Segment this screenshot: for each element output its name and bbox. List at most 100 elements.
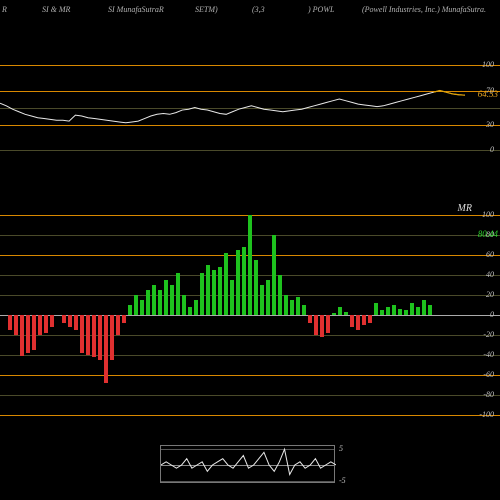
gridline (0, 415, 500, 416)
hdr-6: (Powell Industries, Inc.) MunafaSutra. (362, 5, 486, 14)
mr-bar (368, 315, 372, 323)
si-line-panel: 1007030064.53 (0, 65, 500, 150)
mr-bar (260, 285, 264, 315)
axis-tick-label: 0 (490, 310, 494, 319)
mr-bar (398, 309, 402, 315)
mr-bar-panel: 100806040200-20-40-60-80-100MR80.44 (0, 215, 500, 415)
axis-tick-label: -40 (483, 350, 494, 359)
gridline (0, 395, 500, 396)
mr-bar (362, 315, 366, 325)
mini-line (161, 446, 336, 484)
mr-bar (422, 300, 426, 315)
mr-bar (116, 315, 120, 335)
mr-title: MR (458, 203, 472, 214)
gridline (0, 375, 500, 376)
axis-tick-label: -80 (483, 390, 494, 399)
mr-bar (242, 247, 246, 315)
mini-tick-label: -5 (339, 476, 346, 485)
mr-bar (206, 265, 210, 315)
axis-tick-label: 100 (482, 60, 494, 69)
mr-bar (224, 253, 228, 315)
mr-bar (194, 300, 198, 315)
mr-bar (284, 295, 288, 315)
axis-tick-label: -20 (483, 330, 494, 339)
mr-bar (302, 305, 306, 315)
mr-bar (278, 275, 282, 315)
mr-bar (290, 300, 294, 315)
mr-bar (380, 310, 384, 315)
mr-current-value: 80.44 (478, 229, 498, 239)
mr-bar (32, 315, 36, 350)
mr-bar (314, 315, 318, 335)
mr-bar (410, 303, 414, 315)
mr-bar (296, 297, 300, 315)
mr-bar (374, 303, 378, 315)
mr-bar (428, 305, 432, 315)
mr-bar (404, 310, 408, 315)
si-current-value: 64.53 (478, 89, 498, 99)
axis-tick-label: -60 (483, 370, 494, 379)
mr-bar (188, 307, 192, 315)
mr-bar (68, 315, 72, 327)
axis-tick-label: 100 (482, 210, 494, 219)
mr-bar (236, 250, 240, 315)
mr-bar (344, 312, 348, 315)
mr-bar (38, 315, 42, 335)
mr-bar (20, 315, 24, 356)
axis-tick-label: 0 (490, 145, 494, 154)
mr-bar (386, 307, 390, 315)
gridline (0, 150, 500, 151)
mr-bar (230, 280, 234, 315)
mr-bar (158, 290, 162, 315)
mr-bar (272, 235, 276, 315)
mr-bar (176, 273, 180, 315)
axis-tick-label: 40 (486, 270, 494, 279)
mr-bar (308, 315, 312, 323)
mr-bar (200, 273, 204, 315)
mr-bar (62, 315, 66, 323)
mr-bar (254, 260, 258, 315)
mr-bar (80, 315, 84, 353)
mr-bar (182, 295, 186, 315)
axis-tick-label: -100 (479, 410, 494, 419)
mr-bar (164, 280, 168, 315)
si-line (0, 65, 465, 150)
mr-bar (134, 295, 138, 315)
hdr-1: SI & MR (42, 5, 70, 14)
mini-indicator-panel: 5-5 (160, 445, 335, 483)
mr-bar (152, 285, 156, 315)
mr-bar (50, 315, 54, 327)
hdr-2: SI MunafaSutraR (108, 5, 164, 14)
mr-bar (110, 315, 114, 360)
mr-bar (326, 315, 330, 333)
gridline (0, 335, 500, 336)
mr-bar (218, 267, 222, 315)
gridline (0, 355, 500, 356)
mr-bar (14, 315, 18, 335)
mr-bar (320, 315, 324, 337)
mr-bar (92, 315, 96, 357)
mr-bar (248, 215, 252, 315)
mr-bar (128, 305, 132, 315)
mr-bar (8, 315, 12, 330)
mr-bar (86, 315, 90, 355)
hdr-4: (3,3 (252, 5, 265, 14)
mr-bar (266, 280, 270, 315)
mr-bar (416, 307, 420, 315)
mr-bar (140, 300, 144, 315)
hdr-0: R (2, 5, 7, 14)
mr-bar (392, 305, 396, 315)
mr-bar (74, 315, 78, 330)
mini-tick-label: 5 (339, 444, 343, 453)
mr-bar (338, 307, 342, 315)
mr-bar (122, 315, 126, 323)
axis-tick-label: 60 (486, 250, 494, 259)
hdr-3: SETM) (195, 5, 218, 14)
mr-bar (44, 315, 48, 333)
mr-bar (146, 290, 150, 315)
mr-bar (98, 315, 102, 360)
axis-tick-label: 30 (486, 120, 494, 129)
hdr-5: ) POWL (308, 5, 334, 14)
mr-bar (356, 315, 360, 330)
mr-bar (332, 313, 336, 315)
